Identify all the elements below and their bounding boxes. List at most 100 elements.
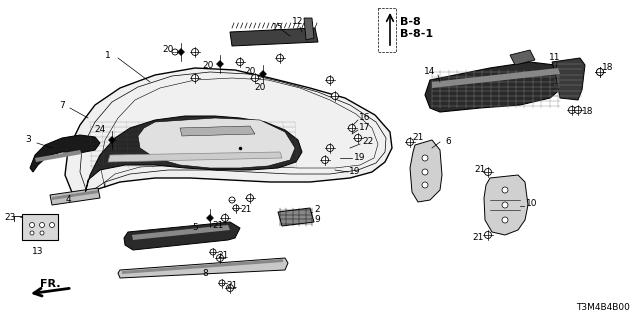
Text: 10: 10 <box>526 199 538 209</box>
Polygon shape <box>108 152 282 162</box>
Circle shape <box>210 249 216 255</box>
Polygon shape <box>216 60 223 68</box>
Circle shape <box>484 231 492 238</box>
Polygon shape <box>432 68 560 88</box>
Circle shape <box>40 231 44 235</box>
Text: 24: 24 <box>94 125 106 134</box>
Text: T3M4B4B00: T3M4B4B00 <box>576 303 630 312</box>
Circle shape <box>29 222 35 228</box>
Circle shape <box>276 54 284 61</box>
Bar <box>378 8 396 52</box>
Polygon shape <box>410 140 442 202</box>
Polygon shape <box>230 28 318 46</box>
Polygon shape <box>124 222 240 250</box>
Text: 21: 21 <box>227 281 237 290</box>
Polygon shape <box>85 116 302 194</box>
Circle shape <box>502 217 508 223</box>
Text: 21: 21 <box>412 133 424 142</box>
Circle shape <box>40 222 45 228</box>
Text: 3: 3 <box>25 135 31 145</box>
Polygon shape <box>30 135 100 172</box>
Text: 21: 21 <box>472 234 484 243</box>
Text: B-8: B-8 <box>400 17 420 27</box>
Circle shape <box>484 169 492 175</box>
Polygon shape <box>35 150 82 162</box>
Text: 20: 20 <box>163 45 173 54</box>
Text: 18: 18 <box>582 108 594 116</box>
Polygon shape <box>138 118 295 168</box>
Text: B-8-1: B-8-1 <box>400 29 433 39</box>
Polygon shape <box>484 175 528 235</box>
Polygon shape <box>122 259 283 274</box>
Polygon shape <box>52 190 98 200</box>
Circle shape <box>355 134 362 141</box>
Circle shape <box>221 214 228 221</box>
Circle shape <box>326 145 333 151</box>
Circle shape <box>406 139 413 146</box>
Polygon shape <box>118 258 288 278</box>
Circle shape <box>502 187 508 193</box>
Text: FR.: FR. <box>40 279 60 289</box>
Text: 7: 7 <box>59 100 65 109</box>
Circle shape <box>502 202 508 208</box>
Text: 19: 19 <box>349 167 361 177</box>
Circle shape <box>49 222 54 228</box>
Text: 2: 2 <box>314 205 320 214</box>
Polygon shape <box>425 62 565 112</box>
Circle shape <box>219 280 225 286</box>
Text: 21: 21 <box>240 205 252 214</box>
Text: 19: 19 <box>355 154 365 163</box>
Circle shape <box>237 59 243 66</box>
Circle shape <box>326 76 333 84</box>
Polygon shape <box>259 70 266 77</box>
Text: 15: 15 <box>272 23 284 33</box>
Polygon shape <box>278 208 314 226</box>
Text: 22: 22 <box>362 138 374 147</box>
Text: 14: 14 <box>424 68 436 76</box>
Text: 1: 1 <box>105 51 111 60</box>
Text: 8: 8 <box>202 269 208 278</box>
Circle shape <box>422 182 428 188</box>
Text: 13: 13 <box>32 247 44 257</box>
Text: 4: 4 <box>65 196 71 204</box>
Polygon shape <box>180 126 255 136</box>
Text: 16: 16 <box>359 114 371 123</box>
Text: 21: 21 <box>218 251 228 260</box>
Circle shape <box>233 205 239 211</box>
Polygon shape <box>132 225 230 240</box>
Text: 20: 20 <box>244 68 256 76</box>
Circle shape <box>332 92 339 100</box>
Circle shape <box>422 169 428 175</box>
Text: 11: 11 <box>549 53 561 62</box>
Text: 23: 23 <box>4 212 16 221</box>
Polygon shape <box>552 58 585 100</box>
Text: 6: 6 <box>445 138 451 147</box>
Circle shape <box>216 254 223 261</box>
Text: 9: 9 <box>314 215 320 225</box>
Text: 21: 21 <box>212 220 224 229</box>
Circle shape <box>191 49 198 55</box>
Polygon shape <box>22 214 58 240</box>
Polygon shape <box>304 18 314 40</box>
Text: 20: 20 <box>202 60 214 69</box>
Circle shape <box>596 68 604 76</box>
Circle shape <box>575 107 582 114</box>
Circle shape <box>568 107 575 114</box>
Circle shape <box>321 156 328 164</box>
Text: 12: 12 <box>292 18 304 27</box>
Circle shape <box>30 231 34 235</box>
Circle shape <box>349 124 355 132</box>
Circle shape <box>252 75 259 82</box>
Text: 5: 5 <box>192 223 198 233</box>
Polygon shape <box>109 137 115 143</box>
Circle shape <box>422 155 428 161</box>
Circle shape <box>246 195 253 202</box>
Text: 17: 17 <box>359 124 371 132</box>
Circle shape <box>227 284 234 292</box>
Polygon shape <box>510 50 535 65</box>
Polygon shape <box>207 214 214 221</box>
Text: 21: 21 <box>474 165 486 174</box>
Circle shape <box>596 68 604 76</box>
Text: 20: 20 <box>254 84 266 92</box>
Circle shape <box>191 75 198 82</box>
